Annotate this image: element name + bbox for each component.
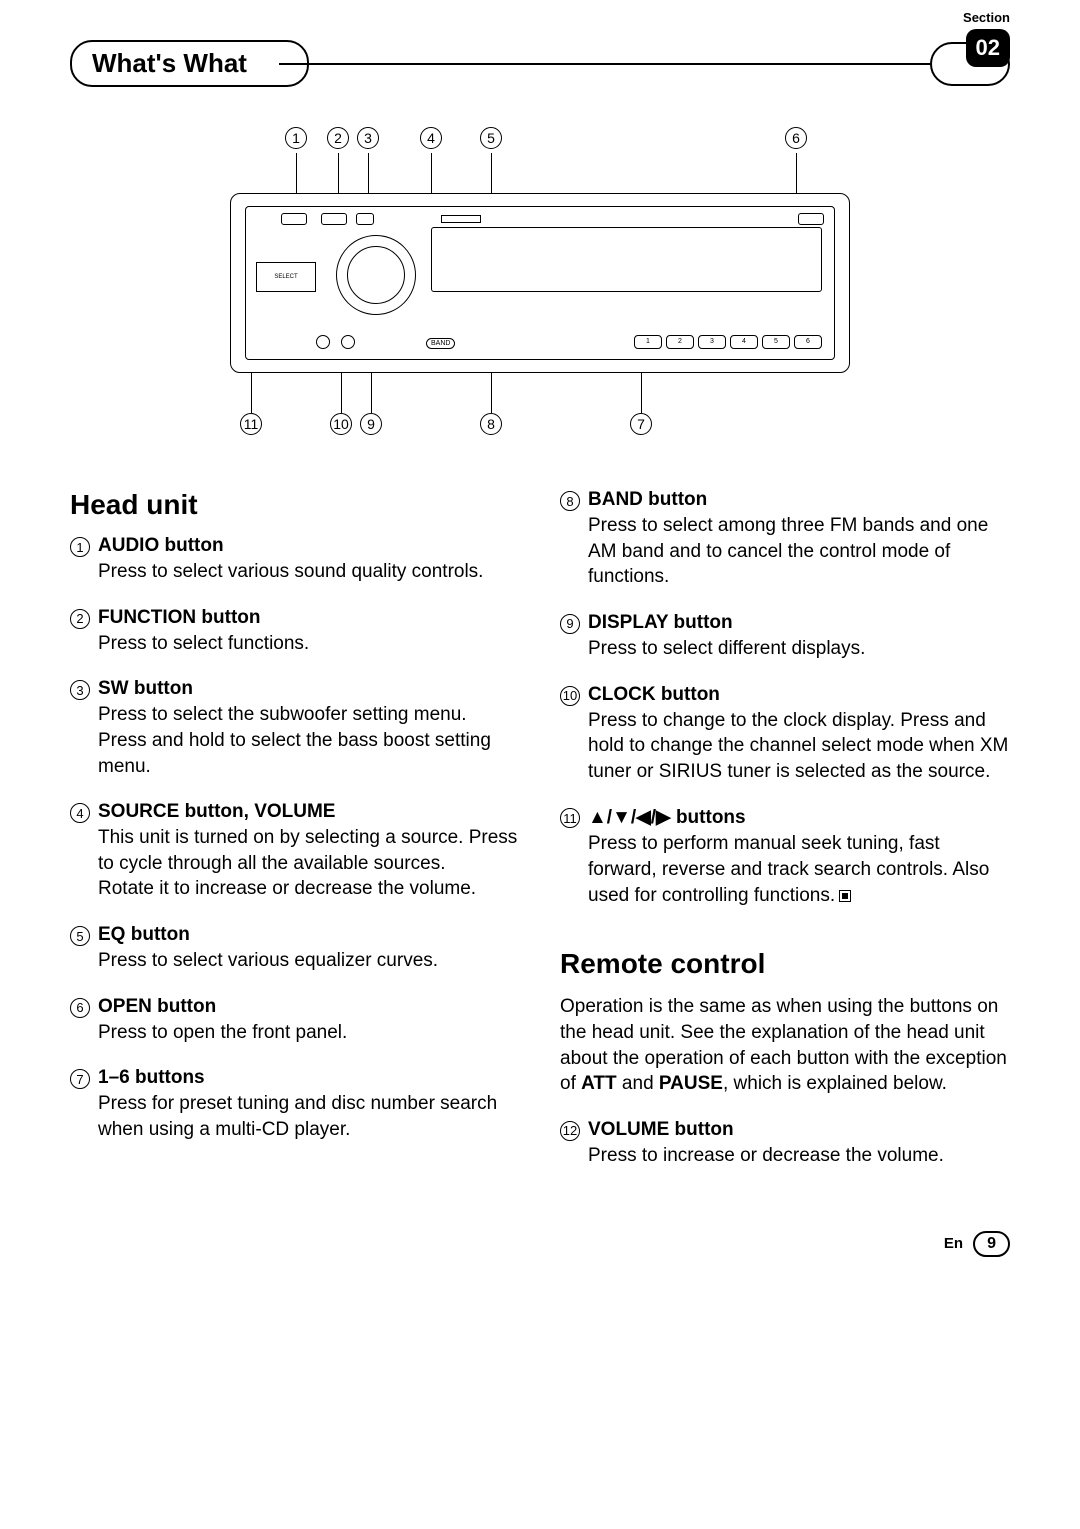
preset-1: 1 — [634, 335, 662, 349]
item-number: 4 — [70, 803, 90, 823]
callout-6: 6 — [785, 127, 807, 149]
header-line — [279, 63, 960, 65]
item-number: 6 — [70, 998, 90, 1018]
item-body: Press to select different displays. — [560, 636, 1010, 662]
page-title: What's What — [70, 40, 309, 87]
clock-btn-shape — [316, 335, 330, 349]
definition-item: 1 AUDIO buttonPress to select various sou… — [70, 535, 520, 585]
definition-item: 10 CLOCK buttonPress to change to the clo… — [560, 684, 1010, 785]
preset-row: 1 2 3 4 5 6 — [634, 335, 822, 349]
top-leaders — [230, 153, 850, 193]
item-title: FUNCTION button — [98, 607, 261, 629]
item-title: OPEN button — [98, 996, 216, 1018]
item-title: AUDIO button — [98, 535, 224, 557]
callout-9: 9 — [360, 413, 382, 435]
callout-1: 1 — [285, 127, 307, 149]
device-diagram: 1 2 3 4 5 6 SELECT BAND 1 2 — [230, 127, 850, 439]
item-title: SW button — [98, 678, 193, 700]
footer-lang: En — [944, 1235, 963, 1252]
sw-btn-shape — [356, 213, 374, 225]
remote-intro: Operation is the same as when using the … — [560, 994, 1010, 1097]
callout-3: 3 — [357, 127, 379, 149]
definition-item: 6 OPEN buttonPress to open the front pane… — [70, 996, 520, 1046]
screen-shape — [431, 227, 822, 292]
audio-btn-shape — [281, 213, 307, 225]
item-number: 5 — [70, 926, 90, 946]
preset-4: 4 — [730, 335, 758, 349]
item-title: SOURCE button, VOLUME — [98, 801, 335, 823]
footer: En 9 — [70, 1231, 1010, 1257]
item-body: Press to increase or decrease the volume… — [560, 1143, 1010, 1169]
item-body: Press to select among three FM bands and… — [560, 513, 1010, 590]
preset-5: 5 — [762, 335, 790, 349]
item-number: 2 — [70, 609, 90, 629]
definition-item: 3 SW buttonPress to select the subwoofer … — [70, 678, 520, 779]
callout-2: 2 — [327, 127, 349, 149]
item-number: 12 — [560, 1121, 580, 1141]
select-box: SELECT — [256, 262, 316, 292]
open-btn-shape — [798, 213, 824, 225]
item-title: VOLUME button — [588, 1119, 734, 1141]
preset-2: 2 — [666, 335, 694, 349]
preset-3: 3 — [698, 335, 726, 349]
top-callouts: 1 2 3 4 5 6 — [230, 127, 850, 153]
preset-6: 6 — [794, 335, 822, 349]
item-title: CLOCK button — [588, 684, 720, 706]
item-body: Press to select functions. — [70, 631, 520, 657]
definition-item: 5 EQ buttonPress to select various equali… — [70, 924, 520, 974]
item-body: Press to select various equalizer curves… — [70, 948, 520, 974]
callout-11: 11 — [240, 413, 262, 435]
right-column: 8 BAND buttonPress to select among three … — [560, 489, 1010, 1191]
content-columns: Head unit 1AUDIO buttonPress to select v… — [70, 489, 1010, 1191]
section-number-badge: 02 — [966, 29, 1010, 67]
header-row: What's What Section 02 — [70, 40, 1010, 87]
item-number: 1 — [70, 537, 90, 557]
callout-8: 8 — [480, 413, 502, 435]
bottom-callouts: 11 10 9 8 7 — [230, 413, 850, 439]
definition-item: 9 DISPLAY buttonPress to select different… — [560, 612, 1010, 662]
left-column: Head unit 1AUDIO buttonPress to select v… — [70, 489, 520, 1191]
item-title: BAND button — [588, 489, 707, 511]
item-body: Press to change to the clock display. Pr… — [560, 708, 1010, 785]
section-label: Section — [963, 10, 1010, 25]
bottom-leaders — [230, 373, 850, 413]
definition-item: 4 SOURCE button, VOLUMEThis unit is turne… — [70, 801, 520, 902]
display-btn-shape — [341, 335, 355, 349]
section-block: Section 02 — [963, 10, 1010, 67]
definition-item: 12 VOLUME buttonPress to increase or decr… — [560, 1119, 1010, 1169]
item-title: ▲/▼/◀/▶ buttons — [588, 806, 746, 829]
item-body: Press to select the subwoofer setting me… — [70, 702, 520, 779]
item-body: This unit is turned on by selecting a so… — [70, 825, 520, 902]
item-number: 8 — [560, 491, 580, 511]
item-body: Press to perform manual seek tuning, fas… — [560, 831, 1010, 908]
callout-10: 10 — [330, 413, 352, 435]
definition-item: 7 1–6 buttonsPress for preset tuning and … — [70, 1067, 520, 1142]
item-title: 1–6 buttons — [98, 1067, 205, 1089]
callout-7: 7 — [630, 413, 652, 435]
callout-4: 4 — [420, 127, 442, 149]
definition-item: 2 FUNCTION buttonPress to select function… — [70, 607, 520, 657]
device-outline: SELECT BAND 1 2 3 4 5 6 — [230, 193, 850, 373]
callout-5: 5 — [480, 127, 502, 149]
end-square-icon — [839, 890, 851, 902]
func-btn-shape — [321, 213, 347, 225]
definition-item: 11 ▲/▼/◀/▶ buttonsPress to perform manual… — [560, 806, 1010, 908]
remote-heading: Remote control — [560, 948, 1010, 980]
eq-btn-shape — [441, 215, 481, 223]
item-number: 9 — [560, 614, 580, 634]
definition-item: 8 BAND buttonPress to select among three … — [560, 489, 1010, 590]
item-body: Press to open the front panel. — [70, 1020, 520, 1046]
item-body: Press to select various sound quality co… — [70, 559, 520, 585]
item-title: EQ button — [98, 924, 190, 946]
band-label: BAND — [426, 338, 455, 349]
item-number: 3 — [70, 680, 90, 700]
item-number: 11 — [560, 808, 580, 828]
item-title: DISPLAY button — [588, 612, 733, 634]
volume-dial-shape — [336, 235, 416, 315]
head-unit-heading: Head unit — [70, 489, 520, 521]
page-number: 9 — [973, 1231, 1010, 1257]
item-body: Press for preset tuning and disc number … — [70, 1091, 520, 1142]
item-number: 10 — [560, 686, 580, 706]
item-number: 7 — [70, 1069, 90, 1089]
